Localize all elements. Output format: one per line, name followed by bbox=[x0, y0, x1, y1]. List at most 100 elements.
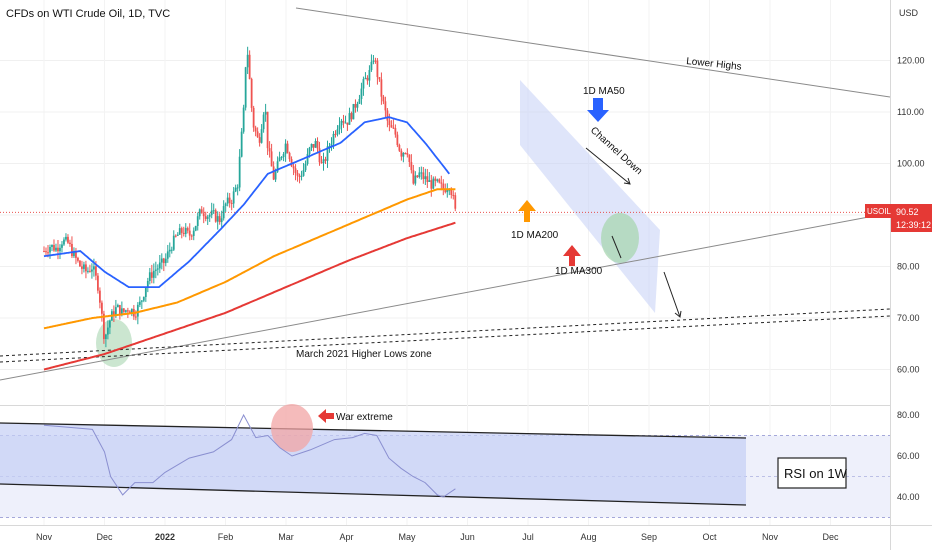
moving-averages bbox=[43, 116, 456, 371]
candle-body bbox=[414, 175, 417, 184]
time-tick-label: Apr bbox=[339, 532, 353, 542]
candle-body bbox=[420, 172, 423, 174]
candle-body bbox=[164, 258, 167, 264]
candle-body bbox=[306, 153, 309, 164]
candle-body bbox=[262, 114, 265, 130]
candle-body bbox=[390, 125, 393, 128]
candle-body bbox=[106, 327, 109, 335]
candle-body bbox=[428, 180, 431, 182]
candle-body bbox=[75, 251, 77, 258]
candle-body bbox=[288, 152, 291, 160]
candle-body bbox=[258, 137, 261, 143]
candle-body bbox=[266, 111, 269, 149]
candle-body bbox=[368, 70, 371, 81]
candle-body bbox=[202, 213, 205, 217]
higher-lows-label: March 2021 Higher Lows zone bbox=[296, 349, 432, 360]
time-tick-label: 2022 bbox=[155, 532, 175, 542]
candle-body bbox=[444, 189, 447, 193]
candle-body bbox=[252, 107, 255, 128]
candle-body bbox=[200, 209, 203, 214]
candle-body bbox=[326, 146, 329, 161]
candle-body bbox=[296, 172, 299, 176]
candle-body bbox=[380, 79, 383, 97]
candle-body bbox=[340, 120, 343, 126]
time-tick-label: Oct bbox=[702, 532, 717, 542]
candle-body bbox=[356, 103, 359, 108]
candle-body bbox=[360, 88, 363, 100]
target-circle bbox=[601, 213, 639, 263]
candle-body bbox=[392, 127, 395, 129]
candle-body bbox=[120, 308, 123, 316]
projection-arrow-head bbox=[674, 310, 682, 318]
ma200-line bbox=[43, 188, 456, 330]
price-axis-unit: USD bbox=[899, 8, 919, 18]
candle-body bbox=[234, 187, 237, 192]
candle-body bbox=[204, 216, 207, 219]
candle-body bbox=[396, 134, 399, 146]
candle-body bbox=[99, 290, 101, 303]
time-tick-label: Nov bbox=[36, 532, 53, 542]
candle-body bbox=[210, 210, 213, 216]
candle-body bbox=[142, 296, 145, 301]
candle-body bbox=[282, 154, 285, 158]
candle-body bbox=[180, 228, 183, 233]
candle-body bbox=[47, 252, 49, 254]
ma300-arrow-icon bbox=[563, 245, 581, 266]
candle-body bbox=[196, 216, 199, 226]
candle-body bbox=[128, 311, 131, 313]
candle-body bbox=[398, 145, 401, 151]
candle-body bbox=[134, 316, 137, 318]
candle-body bbox=[430, 180, 433, 189]
price-tick-label: 110.00 bbox=[897, 107, 924, 117]
price-tick-label: 70.00 bbox=[897, 313, 920, 323]
price-tick-label: 60.00 bbox=[897, 365, 920, 375]
candle-body bbox=[344, 122, 347, 124]
candle-body bbox=[410, 161, 413, 171]
candle-body bbox=[442, 183, 445, 190]
candle-body bbox=[73, 251, 75, 257]
candle-body bbox=[71, 243, 73, 257]
time-tick-label: Mar bbox=[278, 532, 294, 542]
candle-body bbox=[378, 77, 381, 80]
candle-body bbox=[152, 270, 155, 278]
ma50-line bbox=[43, 116, 451, 288]
candle-body bbox=[220, 218, 223, 223]
time-tick-label: Feb bbox=[218, 532, 234, 542]
candle-body bbox=[136, 304, 139, 317]
candle-body bbox=[85, 264, 87, 272]
candle-body bbox=[89, 270, 91, 272]
candle-body bbox=[77, 257, 79, 261]
candle-body bbox=[81, 266, 83, 269]
candle-body bbox=[346, 122, 349, 125]
rsi-channel-top bbox=[0, 422, 747, 439]
candle-body bbox=[358, 99, 361, 104]
price-tick-label: 80.00 bbox=[897, 262, 920, 272]
channel-arrow bbox=[585, 147, 631, 185]
candle-body bbox=[320, 162, 323, 164]
candle-body bbox=[150, 272, 153, 278]
ma300-line bbox=[43, 221, 456, 371]
candle-body bbox=[452, 194, 455, 196]
candle-body bbox=[208, 215, 211, 217]
time-tick-label: Dec bbox=[822, 532, 839, 542]
candle-body bbox=[324, 159, 327, 161]
price-tick-label: 100.00 bbox=[897, 159, 925, 169]
candle-body bbox=[91, 269, 93, 272]
ma50-label: 1D MA50 bbox=[583, 86, 625, 97]
candle-body bbox=[314, 140, 317, 148]
candle-body bbox=[228, 197, 231, 204]
candle-body bbox=[184, 228, 187, 234]
candle-body bbox=[300, 175, 303, 177]
time-tick-label: May bbox=[398, 532, 416, 542]
candle-body bbox=[226, 197, 229, 204]
candle-body bbox=[222, 206, 225, 219]
rsi-tick-label: 40.00 bbox=[897, 492, 920, 502]
time-tick-label: Sep bbox=[641, 532, 657, 542]
candle-body bbox=[254, 127, 257, 132]
candle-body bbox=[276, 161, 279, 172]
candle-body bbox=[274, 171, 277, 180]
rsi-channel bbox=[0, 423, 746, 505]
candle-body bbox=[108, 320, 111, 328]
candle-body bbox=[416, 175, 419, 177]
